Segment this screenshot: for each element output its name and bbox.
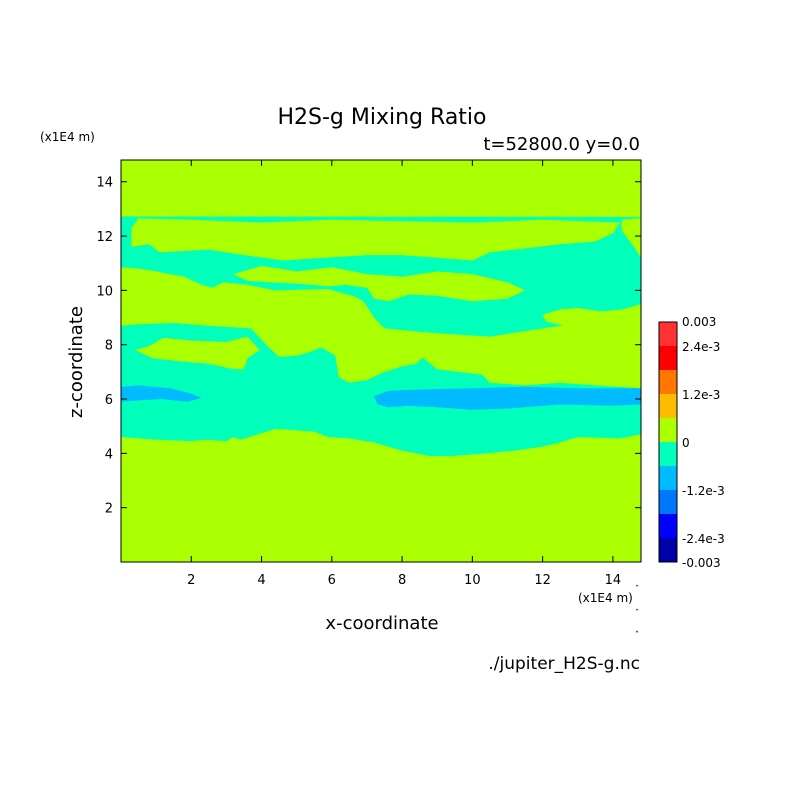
colorbar-tick-label: -2.4e-3	[682, 532, 725, 546]
colorbar-tick-label: 0	[682, 436, 690, 450]
colorbar: 0.003 2.4e-3 1.2e-3 0 -1.2e-3 -2.4e-3 -0.003	[658, 315, 725, 570]
colorbar-swatch	[659, 394, 677, 418]
y-tick-label: 14	[96, 176, 113, 191]
x-tick-label: 12	[534, 573, 551, 588]
y-axis-label: z-coordinate	[66, 306, 87, 418]
colorbar-swatch	[659, 370, 677, 394]
colorbar-frame	[658, 321, 678, 563]
y-tick-label: 10	[96, 284, 113, 299]
colorbar-tick-label: -1.2e-3	[682, 484, 725, 498]
y-unit-label: (x1E4 m)	[40, 130, 95, 144]
x-axis-label: x-coordinate	[325, 613, 438, 634]
y-tick-label: 2	[105, 502, 113, 517]
contour-region-positive-patch-center	[275, 306, 518, 378]
colorbar-swatch	[659, 466, 677, 490]
colorbar-swatch	[659, 418, 677, 442]
x-tick-label: 14	[605, 573, 622, 588]
contour-region-strong-negative-left	[121, 385, 202, 402]
contour-region-strong-negative-right	[374, 386, 641, 410]
colorbar-tick-label: -0.003	[682, 556, 721, 570]
colorbar-tick-label: 1.2e-3	[682, 388, 720, 402]
x-unit-label: (x1E4 m)	[578, 591, 633, 605]
colorbar-swatch	[659, 538, 677, 562]
colorbar-swatch	[659, 442, 677, 466]
colorbar-tick-label: 0.003	[682, 315, 716, 329]
y-tick-label: 12	[96, 230, 113, 245]
contour-region-positive-patch-right	[542, 308, 641, 330]
x-tick-label: 8	[398, 573, 406, 588]
colorbar-swatch	[659, 490, 677, 514]
colorbar-swatch	[659, 514, 677, 538]
plot-frame	[120, 159, 642, 563]
caret-mark: ˆ	[635, 584, 640, 595]
contour-region-positive-patch-left	[135, 336, 260, 370]
colorbar-tick-label: 2.4e-3	[682, 340, 720, 354]
contour-region-positive-strip	[121, 214, 641, 217]
contour-region-positive-patch-upper-left	[131, 218, 620, 261]
x-tick-label: 4	[257, 573, 265, 588]
contour-field	[121, 160, 641, 562]
x-axis: 2 4 6 8 10 12 14	[187, 160, 621, 588]
colorbar-swatch	[659, 322, 677, 346]
chart-title: H2S-g Mixing Ratio	[277, 105, 486, 130]
colorbar-swatch	[659, 346, 677, 370]
y-tick-label: 6	[105, 393, 113, 408]
y-axis: 2 4 6 8 10 12 14	[96, 176, 641, 517]
source-file-label: ./jupiter_H2S-g.nc	[488, 654, 640, 674]
y-tick-label: 8	[105, 339, 113, 354]
x-tick-label: 10	[464, 573, 481, 588]
caret-mark: ˆ	[635, 630, 640, 641]
caret-marks: ˆ ˆ ˆ	[635, 584, 640, 641]
caret-mark: ˆ	[635, 608, 640, 619]
x-tick-label: 2	[187, 573, 195, 588]
contour-region-positive-patch-middle	[233, 265, 526, 302]
x-tick-label: 6	[328, 573, 336, 588]
chart-subtitle: t=52800.0 y=0.0	[483, 134, 640, 155]
y-tick-label: 4	[105, 447, 113, 462]
